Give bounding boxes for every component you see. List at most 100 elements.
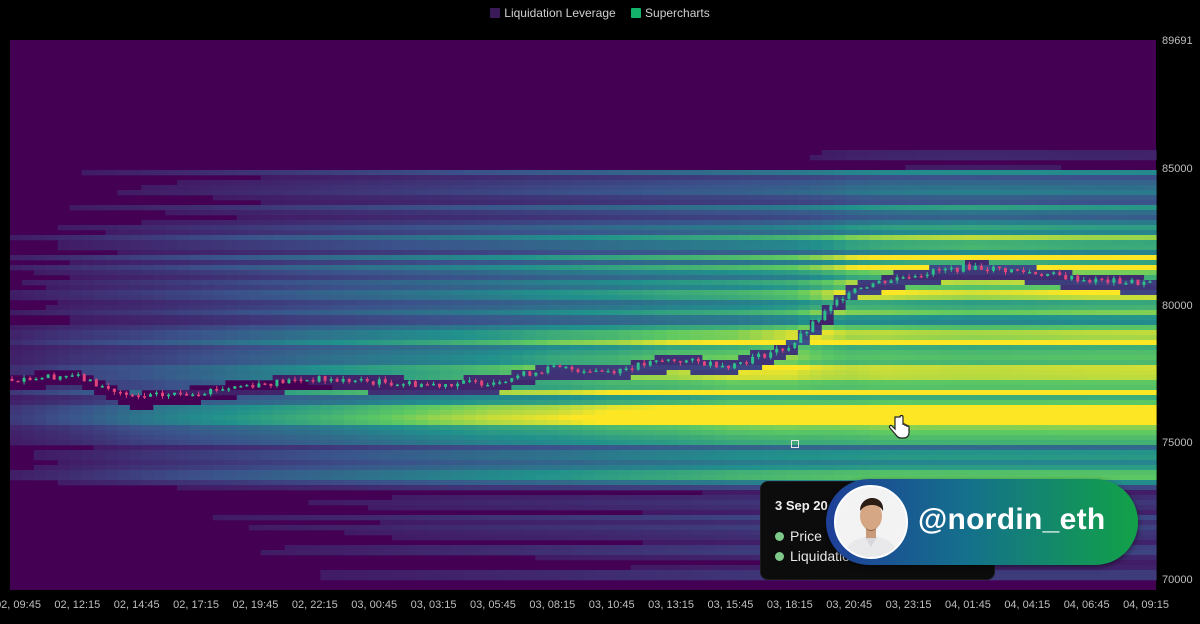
heatmap-cell [630,375,644,381]
heatmap-cell [523,505,536,511]
heatmap-cell [487,515,500,521]
heatmap-cell [857,200,871,206]
heatmap-cell [451,575,465,581]
heatmap-cell [308,410,321,416]
heatmap-cell [332,320,345,326]
heatmap-cell [833,460,847,466]
heatmap-cell [344,575,357,581]
heatmap-cell [535,515,548,521]
heatmap-cell [774,210,787,216]
heatmap-cell [45,280,59,286]
heatmap-cell [726,305,739,311]
heatmap-cell [224,440,238,446]
heatmap-cell [738,520,751,526]
heatmap-cell [654,460,668,466]
heatmap-cell [571,390,584,396]
heatmap-cell [260,195,274,201]
heatmap-cell [690,300,703,306]
heatmap-cell [785,400,799,406]
heatmap-cell [117,475,130,481]
heatmap-cell [392,380,405,386]
heatmap-cell [212,290,226,296]
heatmap-cell [165,250,178,256]
heatmap-cell [547,440,560,446]
heatmap-cell [523,470,536,476]
heatmap-cell [523,330,536,336]
heatmap-cell [821,305,835,311]
heatmap-cell [260,440,274,446]
heatmap-cell [678,200,691,206]
heatmap-cell [201,445,214,451]
heatmap-cell [475,445,489,451]
heatmap-cell [93,335,107,341]
heatmap-cell [344,550,357,556]
heatmap-cell [583,400,596,406]
heatmap-cell [320,170,333,176]
heatmap-cell [559,500,572,506]
heatmap-cell [165,330,178,336]
legend-item-supercharts[interactable]: Supercharts [631,6,710,20]
heatmap-cell [451,350,465,356]
heatmap-cell [320,470,333,476]
heatmap-cell [248,190,262,196]
heatmap-cell [690,190,703,196]
heatmap-cell [320,185,333,191]
heatmap-cell [21,295,35,301]
heatmap-cell [774,320,787,326]
heatmap-cell [117,230,130,236]
heatmap-cell [403,300,417,306]
heatmap-cell [57,420,71,426]
heatmap-cell [690,385,703,391]
heatmap-cell [726,510,739,516]
heatmap-cell [201,230,214,236]
heatmap-cell [356,460,369,466]
heatmap-cell [499,530,512,536]
heatmap-cell [726,490,739,496]
heatmap-cell [523,535,536,541]
heatmap-cell [260,515,274,521]
heatmap-cell [380,170,393,176]
heatmap-cell [129,295,142,301]
legend-item-liquidation-leverage[interactable]: Liquidation Leverage [490,6,616,20]
heatmap-cell [654,220,668,226]
heatmap-cell [392,350,405,356]
heatmap-cell [583,555,596,561]
heatmap-cell [177,225,190,231]
heatmap-cell [499,350,512,356]
heatmap-cell [236,300,250,306]
heatmap-cell [165,360,178,366]
heatmap-cell [117,190,130,196]
heatmap-cell [415,480,429,486]
heatmap-cell [212,330,226,336]
heatmap-cell [809,445,823,451]
heatmap-cell [654,370,668,376]
heatmap-cell [69,340,83,346]
heatmap-cell [380,260,393,266]
heatmap-cell [547,205,560,211]
heatmap-cell [630,290,644,296]
heatmap-cell [177,280,190,286]
heatmap-cell [439,515,453,521]
heatmap-cell [702,310,715,316]
heatmap-cell [714,380,727,386]
heatmap-cell [750,290,763,296]
heatmap-cell [654,385,668,391]
heatmap-cell [463,430,477,436]
heatmap-cell [320,330,333,336]
heatmap-cell [356,400,369,406]
heatmap-cell [702,305,715,311]
heatmap-cell [511,295,524,301]
heatmap-cell [105,170,118,176]
heatmap-cell [594,195,608,201]
heatmap-cell [630,320,644,326]
heatmap-cell [702,290,715,296]
heatmap-cell [535,465,548,471]
heatmap-cell [642,405,656,411]
heatmap-cell [547,270,560,276]
heatmap-cell [153,420,166,426]
heatmap-cell [93,240,107,246]
heatmap-cell [594,455,608,461]
heatmap-cell [332,410,345,416]
heatmap-cell [523,320,536,326]
